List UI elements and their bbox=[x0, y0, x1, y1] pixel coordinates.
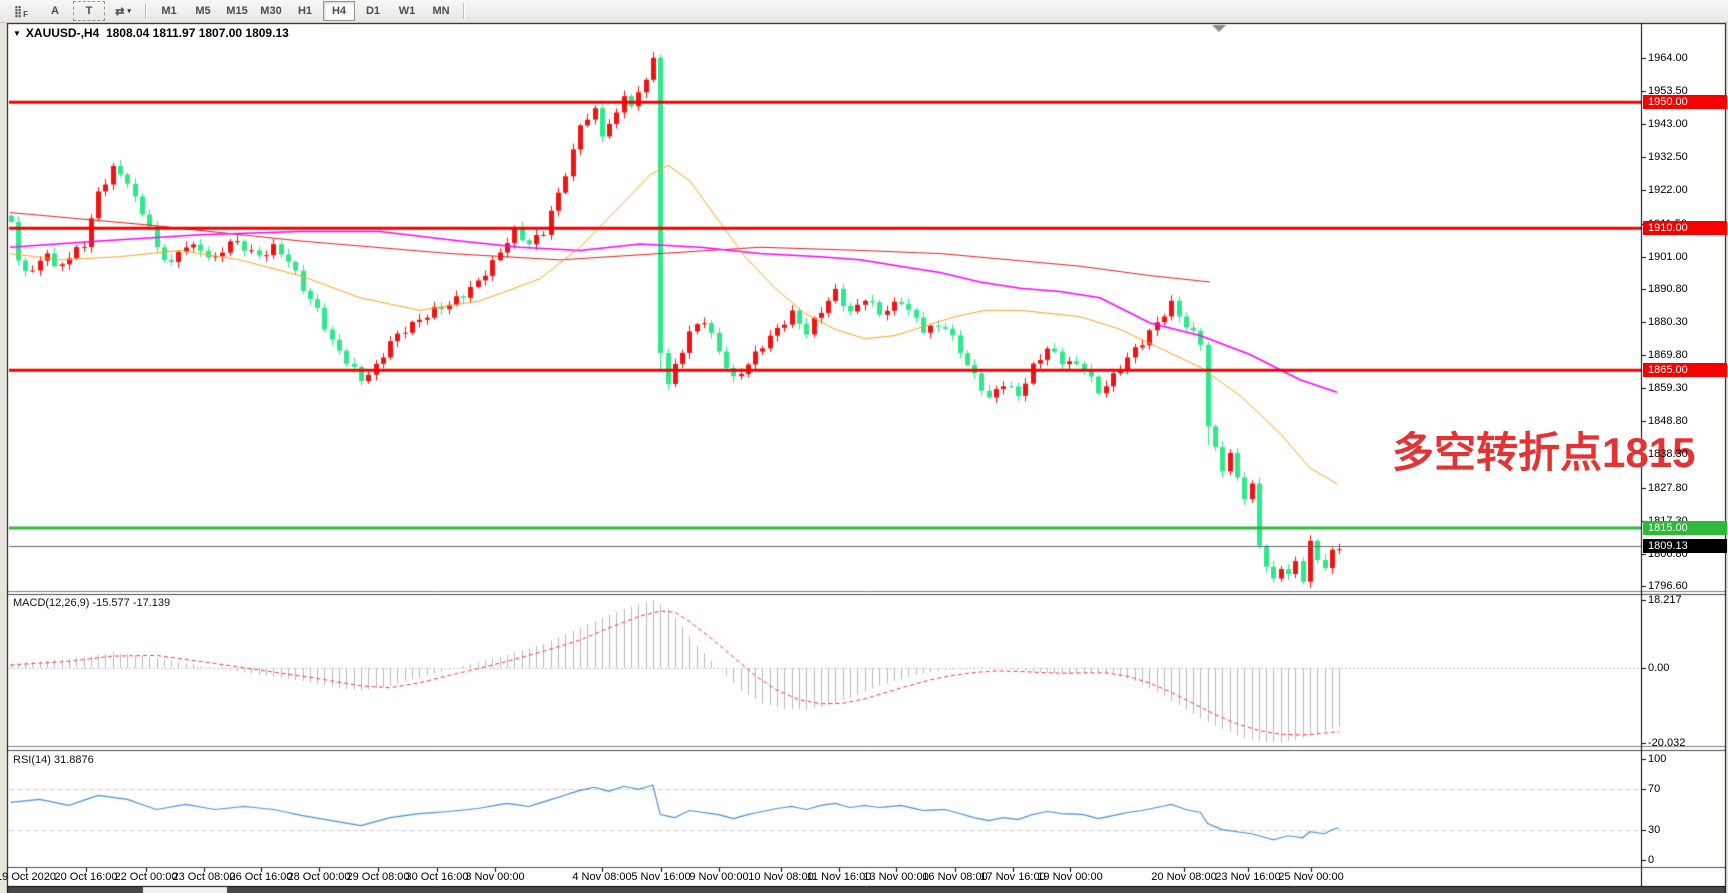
toolbar: ⣿ F A T ⇄ ▾ M1 M5 M15 M30 H1 H4 D1 W1 MN bbox=[0, 0, 1728, 23]
price-tick-label: 1964.00 bbox=[1648, 52, 1688, 64]
time-axis-label: 4 Nov 08:00 bbox=[572, 871, 632, 883]
ohlc-values: 1808.04 1811.97 1807.00 1809.13 bbox=[105, 26, 289, 40]
toolbar-separator bbox=[145, 3, 147, 19]
level-badge-1950.00: 1950.00 bbox=[1643, 95, 1727, 110]
time-axis-label: 10 Nov 08:00 bbox=[748, 871, 814, 883]
price-tick-label: 1901.00 bbox=[1648, 250, 1688, 263]
time-axis-label: 19 Oct 2020 bbox=[0, 871, 56, 883]
rsi-tick-label: 70 bbox=[1648, 783, 1661, 796]
time-axis-label: 3 Nov 00:00 bbox=[465, 871, 525, 883]
timeframe-button-MN[interactable]: MN bbox=[432, 5, 450, 17]
swap-arrows-icon[interactable]: ⇄ ▾ bbox=[115, 5, 131, 18]
time-axis-label: 30 Oct 16:00 bbox=[405, 871, 469, 883]
price-tick-label: 1880.30 bbox=[1648, 315, 1688, 328]
time-axis-label: 29 Oct 08:00 bbox=[346, 871, 410, 883]
chart-annotation[interactable]: 多空转折点1815 bbox=[1392, 429, 1696, 476]
time-axis-label: 13 Nov 00:00 bbox=[863, 871, 929, 883]
symbol-label: XAUUSD-,H4 bbox=[25, 26, 100, 40]
timeframe-button-W1[interactable]: W1 bbox=[398, 5, 416, 17]
price-tick-label: 1869.80 bbox=[1648, 349, 1688, 362]
rsi-panel-area[interactable] bbox=[9, 751, 1641, 867]
chart-title: ▼ XAUUSD-,H4 1808.04 1811.97 1807.00 1809… bbox=[13, 26, 289, 40]
time-axis-label: 9 Nov 00:00 bbox=[689, 871, 749, 883]
price-tick-label: 1922.00 bbox=[1648, 184, 1688, 197]
timeframe-button-D1[interactable]: D1 bbox=[365, 5, 381, 17]
level-badge-1910.00: 1910.00 bbox=[1643, 221, 1727, 236]
time-axis-label: 5 Nov 16:00 bbox=[631, 871, 691, 883]
time-axis-label: 11 Nov 16:00 bbox=[806, 871, 872, 883]
time-axis-label: 19 Nov 00:00 bbox=[1037, 871, 1103, 883]
collapse-icon[interactable]: ▼ bbox=[13, 29, 21, 38]
horizontal-scrollbar[interactable] bbox=[8, 887, 1725, 893]
price-tick-label: 1827.80 bbox=[1648, 481, 1688, 494]
rsi-tick-label: 0 bbox=[1648, 854, 1655, 866]
toolbar-separator bbox=[463, 3, 465, 19]
level-badge-1865.00: 1865.00 bbox=[1643, 363, 1727, 378]
macd-tick-label: 0.00 bbox=[1648, 662, 1670, 674]
main-chart-plot-area[interactable] bbox=[9, 24, 1641, 591]
time-axis-label: 23 Nov 16:00 bbox=[1215, 871, 1281, 883]
timeframe-button-H4[interactable]: H4 bbox=[323, 1, 355, 21]
time-axis-label: 20 Nov 08:00 bbox=[1151, 871, 1217, 883]
timeframe-button-M30[interactable]: M30 bbox=[260, 5, 282, 17]
price-tick-label: 1838.30 bbox=[1648, 448, 1688, 461]
macd-indicator-label: MACD(12,26,9) -15.577 -17.139 bbox=[13, 597, 171, 609]
time-axis-label: 22 Oct 00:00 bbox=[114, 871, 178, 883]
price-tick-label: 1932.50 bbox=[1648, 151, 1688, 164]
timeframe-button-M5[interactable]: M5 bbox=[195, 5, 211, 17]
time-axis-label: 16 Nov 08:00 bbox=[922, 871, 988, 883]
price-tick-label: 1848.80 bbox=[1648, 415, 1688, 428]
time-axis-label: 20 Oct 16:00 bbox=[54, 871, 118, 883]
timeframe-button-M15[interactable]: M15 bbox=[226, 5, 248, 17]
price-tick-label: 1796.60 bbox=[1648, 579, 1688, 592]
time-axis-label: 17 Nov 16:00 bbox=[980, 871, 1046, 883]
expert-grid-icon[interactable]: ⣿ F bbox=[14, 5, 28, 19]
timeframe-button-M1[interactable]: M1 bbox=[161, 5, 177, 17]
rsi-tick-label: 30 bbox=[1648, 823, 1661, 836]
timeframe-button-H1[interactable]: H1 bbox=[297, 5, 313, 17]
rsi-indicator-label: RSI(14) 31.8876 bbox=[13, 754, 94, 766]
price-tick-label: 1890.80 bbox=[1648, 282, 1688, 295]
level-badge-1815.00: 1815.00 bbox=[1643, 520, 1727, 535]
time-axis-label: 26 Oct 16:00 bbox=[229, 871, 293, 883]
price-tick-label: 1859.30 bbox=[1648, 382, 1688, 395]
price-tick-label: 1953.50 bbox=[1648, 85, 1688, 98]
rsi-tick-label: 100 bbox=[1648, 753, 1667, 765]
time-axis-label: 25 Nov 00:00 bbox=[1278, 871, 1344, 883]
cursor-a-icon[interactable]: A bbox=[51, 5, 59, 17]
time-axis-label: 23 Oct 08:00 bbox=[172, 871, 236, 883]
price-tick-label: 1943.00 bbox=[1648, 118, 1688, 131]
macd-tick-label: -20.032 bbox=[1648, 736, 1686, 749]
macd-tick-label: 18.217 bbox=[1648, 594, 1682, 607]
current-price-badge: 1809.13 bbox=[1643, 539, 1727, 554]
time-axis-label: 28 Oct 00:00 bbox=[287, 871, 351, 883]
text-tool-icon[interactable]: T bbox=[73, 1, 105, 21]
macd-panel-area[interactable] bbox=[9, 595, 1641, 746]
